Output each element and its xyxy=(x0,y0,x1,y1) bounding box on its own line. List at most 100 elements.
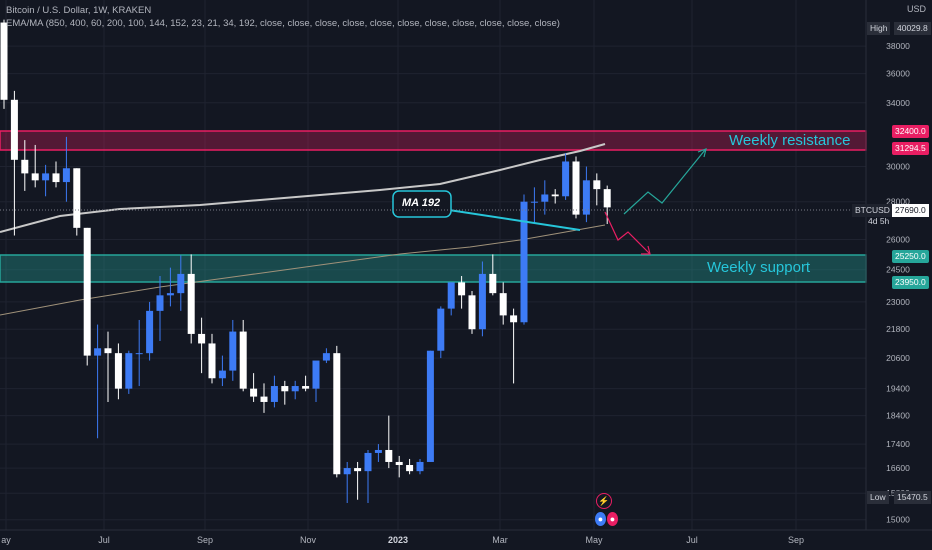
ma-192-line xyxy=(0,224,606,316)
indicator-legend[interactable]: EMA/MA (850, 400, 60, 200, 100, 144, 152… xyxy=(6,18,560,29)
candle xyxy=(322,348,330,364)
candle-body xyxy=(239,331,247,389)
candle xyxy=(125,350,133,394)
candle-body xyxy=(458,282,466,296)
candle-body xyxy=(260,396,268,402)
candle-body xyxy=(218,370,226,379)
candle xyxy=(458,276,466,309)
price-tick-label: 34000 xyxy=(886,98,910,108)
low-label: Low xyxy=(867,491,889,504)
candle-body xyxy=(447,282,455,309)
price-tick-label: 38000 xyxy=(886,41,910,51)
candle xyxy=(520,194,528,325)
high-label: High xyxy=(867,22,891,35)
time-tick-label: Sep xyxy=(788,535,804,545)
candle xyxy=(62,136,70,202)
candle-body xyxy=(187,273,195,334)
time-axis: ay Jul Sep Nov 2023 Mar May Jul Sep xyxy=(1,535,804,545)
economic-event-icon[interactable]: ● xyxy=(595,512,606,526)
price-tick-label: 19400 xyxy=(886,384,910,394)
bearish-arrowhead xyxy=(641,245,651,255)
symbol-legend[interactable]: Bitcoin / U.S. Dollar, 1W, KRAKEN xyxy=(6,5,152,16)
candle xyxy=(406,458,414,475)
candle-body xyxy=(374,449,382,453)
candle xyxy=(603,185,611,225)
candle-body xyxy=(572,161,580,215)
price-tick-label: 36000 xyxy=(886,69,910,79)
candle xyxy=(302,375,310,392)
candle xyxy=(374,444,382,462)
candle-body xyxy=(114,353,122,389)
price-tick-label: 15000 xyxy=(886,515,910,525)
ticker-tag: BTCUSD xyxy=(852,204,893,217)
candle xyxy=(83,227,91,366)
ma-192-label: MA 192 xyxy=(402,197,441,209)
candle xyxy=(208,333,216,384)
bullish-arrowhead xyxy=(697,148,707,158)
candle-body xyxy=(146,310,154,354)
candle xyxy=(239,319,247,392)
candle-body xyxy=(530,201,538,203)
candle-body xyxy=(603,189,611,208)
candle-body xyxy=(94,348,102,356)
candle-body xyxy=(198,333,206,344)
candle-body xyxy=(510,315,518,323)
time-tick-label: ay xyxy=(1,535,11,545)
lightning-event-icon[interactable]: ⚡ xyxy=(596,493,612,509)
candle-body xyxy=(520,201,528,323)
candle-body xyxy=(250,388,258,397)
candle-body xyxy=(135,353,143,355)
candle-body xyxy=(21,159,29,174)
bullish-path xyxy=(623,149,706,215)
high-value: 40029.8 xyxy=(894,22,931,35)
candle-body xyxy=(229,331,237,371)
candle xyxy=(468,290,476,334)
candle xyxy=(354,461,362,500)
candle-body xyxy=(385,449,393,462)
candle-body xyxy=(343,468,351,475)
economic-event-icon-2[interactable]: ● xyxy=(607,512,618,526)
current-price-tag: 27690.0 xyxy=(892,204,929,217)
resistance-bottom-tag: 31294.5 xyxy=(892,142,929,155)
candle xyxy=(551,189,559,204)
candle-body xyxy=(437,308,445,351)
price-tick-label: 21800 xyxy=(886,324,910,334)
candle xyxy=(499,282,507,325)
candle-body xyxy=(322,353,330,361)
candle xyxy=(416,458,424,475)
candle xyxy=(291,380,299,400)
ma-slow-line xyxy=(0,143,606,233)
candle-body xyxy=(551,194,559,197)
candle-body xyxy=(270,386,278,402)
support-top-tag: 25250.0 xyxy=(892,250,929,263)
candle-body xyxy=(478,273,486,330)
resistance-label: Weekly resistance xyxy=(729,132,851,149)
candle xyxy=(146,301,154,361)
candle-body xyxy=(281,386,289,392)
bearish-path xyxy=(604,211,651,255)
candle-body xyxy=(541,194,549,202)
candle-body xyxy=(312,360,320,389)
price-tick-label: 28000 xyxy=(886,197,910,207)
candle xyxy=(281,380,289,405)
candle xyxy=(478,261,486,337)
candle xyxy=(582,166,590,223)
candle xyxy=(541,180,549,215)
price-tick-label: 20600 xyxy=(886,353,910,363)
candle xyxy=(426,350,434,462)
candle-body xyxy=(562,161,570,197)
currency-label: USD xyxy=(906,4,926,14)
candle xyxy=(593,173,601,206)
price-tick-label: 23000 xyxy=(886,297,910,307)
low-value: 15470.5 xyxy=(894,491,931,504)
candle xyxy=(530,187,538,225)
candle xyxy=(135,319,143,387)
candle xyxy=(229,319,237,381)
candle xyxy=(447,282,455,316)
candle-body xyxy=(166,293,174,296)
candle-body xyxy=(354,468,362,472)
time-tick-label: Mar xyxy=(492,535,508,545)
candle xyxy=(343,461,351,504)
candle xyxy=(572,156,580,219)
